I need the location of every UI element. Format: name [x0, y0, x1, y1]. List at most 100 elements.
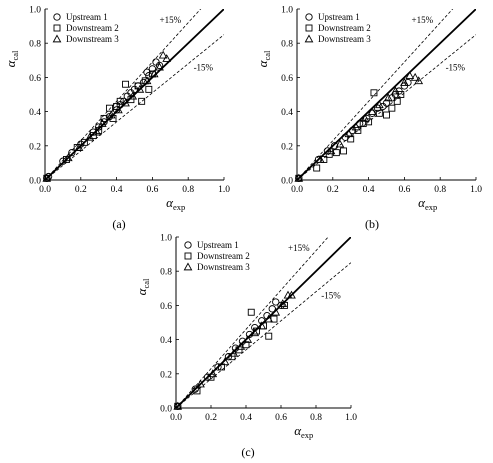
data-point-square [347, 135, 355, 143]
x-tick-label: 0.2 [327, 185, 339, 195]
legend-label: Downstream 2 [66, 23, 119, 33]
data-point-square [340, 147, 347, 155]
y-axis-label: αcal [255, 50, 272, 67]
y-tick-label: 0.8 [281, 40, 293, 50]
data-point-square [265, 332, 273, 340]
data-point-square [313, 164, 321, 172]
plus-15-percent-line [297, 9, 454, 180]
data-point-square [383, 111, 390, 119]
band-label-lower: -15% [446, 63, 466, 73]
data-point-triangle [243, 335, 253, 343]
y-tick-label: 0.2 [29, 142, 41, 152]
data-point-circle [105, 113, 114, 121]
data-point-square [242, 341, 250, 349]
data-point-square [122, 80, 130, 88]
data-point-triangle [63, 153, 73, 162]
data-point-triangle [383, 93, 393, 102]
legend-marker-triangle [183, 262, 193, 271]
y-axis-label: αcal [3, 50, 20, 67]
data-point-square [80, 138, 88, 146]
data-point-triangle [74, 142, 84, 151]
panel-caption: (c) [241, 445, 254, 459]
data-point-circle [152, 58, 160, 66]
data-point-triangle [208, 369, 218, 378]
data-point-circle [277, 301, 285, 310]
plus-15-percent-line [45, 9, 202, 180]
plus-15-percent-line [176, 237, 329, 408]
data-point-triangle [326, 146, 336, 155]
legend-marker-square [305, 24, 313, 32]
data-point-circle [155, 61, 164, 70]
legend-label: Upstream 1 [66, 12, 108, 22]
legend-marker-triangle [52, 34, 62, 43]
data-point-square [388, 104, 396, 112]
data-point-square [332, 149, 340, 157]
data-point-triangle [405, 71, 415, 80]
band-label-lower: -15% [321, 291, 341, 301]
x-tick-label: 0.2 [75, 185, 87, 195]
data-point-triangle [173, 401, 183, 410]
band-label-upper: +15% [160, 15, 182, 25]
legend-label: Upstream 1 [318, 12, 360, 22]
data-point-triangle [155, 62, 164, 71]
x-tick-label: 0.6 [275, 413, 287, 423]
series-square [295, 89, 405, 182]
data-point-circle [145, 72, 153, 80]
data-point-triangle [229, 348, 239, 357]
data-point-square [193, 387, 201, 395]
data-point-circle [341, 133, 349, 141]
y-tick-label: 0.0 [29, 177, 41, 187]
x-tick-label: 0.4 [240, 413, 252, 423]
data-point-square [145, 85, 153, 93]
x-tick-label: 0.4 [111, 185, 123, 195]
legend-marker-triangle [304, 34, 314, 43]
data-point-triangle [97, 119, 107, 127]
legend-label: Downstream 3 [318, 34, 371, 44]
data-point-triangle [92, 127, 102, 136]
data-point-triangle [114, 105, 123, 114]
data-point-triangle [250, 328, 260, 337]
data-point-triangle [410, 72, 420, 81]
y-tick-label: 0.6 [281, 74, 293, 84]
data-point-triangle [374, 100, 384, 109]
data-point-circle [59, 157, 67, 165]
legend-marker-square [184, 252, 192, 260]
legend-label: Downstream 2 [197, 251, 250, 261]
data-point-circle [143, 68, 151, 76]
x-tick-label: 0.8 [434, 185, 446, 195]
band-label-lower: -15% [194, 63, 214, 73]
panel-2: 0.0 0.2 0.4 0.6 0.8 1.0 0.0 0.2 0.4 0.6 0.8 1.0 αexp… [255, 6, 482, 232]
panel-1: 0.0 0.2 0.4 0.6 0.8 1.0 0.0 0.2 0.4 0.6 0.8 1.0 αexp… [3, 6, 230, 232]
x-axis-label: αexp [294, 423, 313, 440]
x-tick-label: 0.8 [182, 185, 194, 195]
x-axis-label: αexp [166, 195, 185, 212]
data-point-circle [231, 344, 240, 352]
data-point-square [365, 118, 373, 126]
y-tick-label: 0.0 [160, 405, 172, 415]
data-point-triangle [287, 290, 296, 299]
data-point-circle [224, 353, 233, 361]
data-point-square [375, 109, 383, 117]
minus-15-percent-line [45, 34, 224, 180]
data-point-circle [214, 363, 222, 371]
data-point-square [370, 89, 378, 97]
data-point-square [393, 97, 401, 105]
data-point-circle [245, 330, 254, 339]
x-tick-label: 0.6 [146, 185, 158, 195]
series-triangle [42, 50, 172, 182]
x-tick-label: 0.0 [39, 185, 51, 195]
y-tick-label: 0.2 [160, 370, 172, 380]
series-circle [295, 78, 412, 182]
legend-marker-circle [53, 13, 61, 21]
series-triangle [294, 71, 424, 182]
y-tick-label: 0.2 [281, 142, 293, 152]
data-point-triangle [414, 76, 424, 85]
data-point-circle [272, 298, 280, 306]
y-tick-label: 0.6 [29, 74, 41, 84]
y-tick-label: 0.4 [281, 108, 293, 118]
data-point-triangle [360, 113, 370, 122]
data-point-triangle [121, 98, 130, 107]
